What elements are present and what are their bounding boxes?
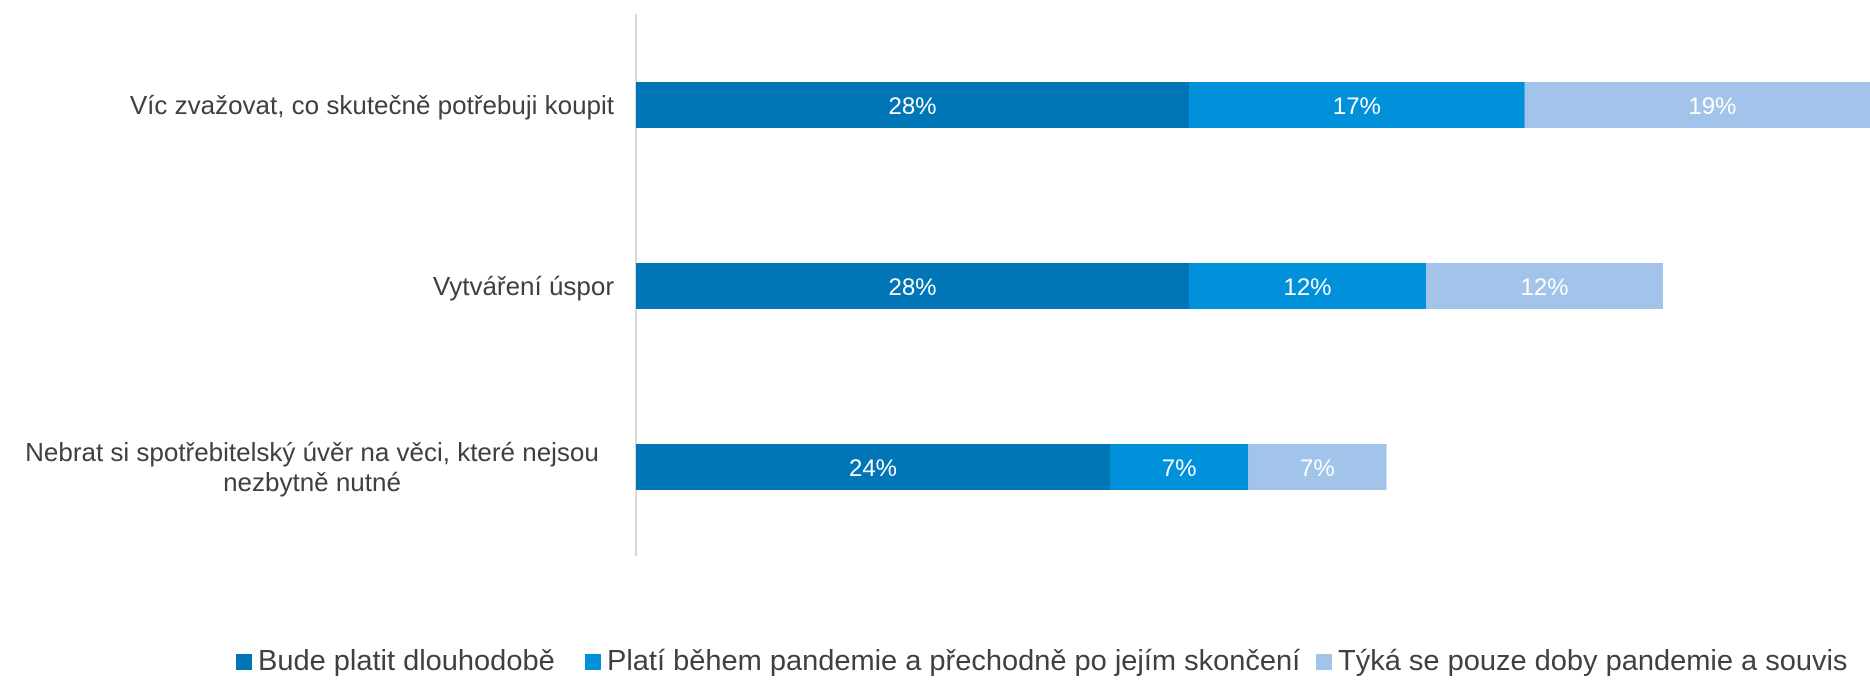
bar-segment-2-2 [1189, 263, 1426, 309]
data-label-1-2: 17% [1333, 93, 1381, 120]
data-label-2-3: 12% [1520, 274, 1568, 301]
legend: Bude platit dlouhodobě Platí během pandem… [236, 645, 1847, 677]
data-label-3-1: 24% [849, 455, 897, 482]
bars-group: 28% 17% 19% 28% 12% 12% 24% 7% 7% [636, 82, 1870, 490]
legend-swatch-1 [236, 654, 252, 670]
bar-segment-3-1 [636, 444, 1110, 490]
data-label-3-2: 7% [1162, 455, 1197, 482]
category-label-3: Nebrat si spotřebitelský úvěr na věci, k… [25, 437, 599, 497]
bar-segment-2-3 [1426, 263, 1663, 309]
bar-segment-2-1 [636, 263, 1189, 309]
bar-segment-1-1 [636, 82, 1189, 128]
category-labels: Víc zvažovat, co skutečně potřebuji koup… [25, 90, 615, 497]
bar-segment-3-2 [1110, 444, 1249, 490]
legend-label-2: Platí během pandemie a přechodně po její… [607, 645, 1300, 677]
legend-swatch-2 [585, 654, 601, 670]
category-label-2: Vytváření úspor [433, 271, 614, 301]
bar-segment-3-3 [1248, 444, 1387, 490]
bar-segment-1-3 [1524, 82, 1870, 128]
legend-swatch-3 [1316, 654, 1332, 670]
legend-label-3: Týká se pouze doby pandemie a souvis [1338, 645, 1847, 677]
bar-segment-1-2 [1189, 82, 1525, 128]
legend-label-1: Bude platit dlouhodobě [258, 645, 555, 677]
data-label-1-3: 19% [1688, 93, 1736, 120]
data-label-2-1: 28% [888, 274, 936, 301]
data-label-3-3: 7% [1300, 455, 1335, 482]
data-label-1-1: 28% [888, 93, 936, 120]
category-label-1: Víc zvažovat, co skutečně potřebuji koup… [130, 90, 615, 120]
data-label-2-2: 12% [1283, 274, 1331, 301]
